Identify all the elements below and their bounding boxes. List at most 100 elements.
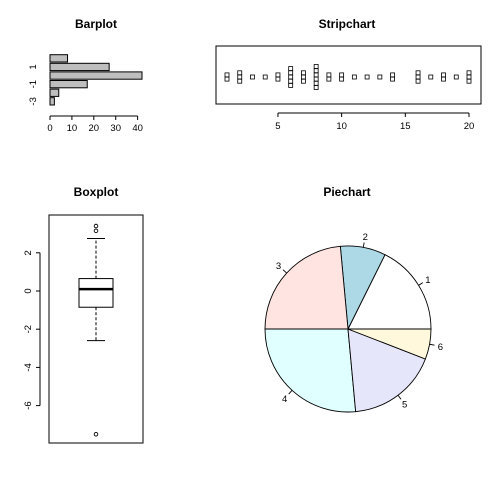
- pie-slice-3: [264, 245, 349, 330]
- strip-x-tick-label: 5: [275, 121, 280, 132]
- strip-point: [288, 70, 294, 76]
- strip-point: [313, 85, 319, 90]
- boxplot-title: Boxplot: [74, 185, 119, 199]
- strip-point: [339, 76, 345, 82]
- barplot-panel: Barplot 0 10 20 30 40 -3 -1 1: [28, 17, 143, 134]
- pie-leader-line: [282, 269, 287, 274]
- boxplot-outlier: [93, 228, 99, 234]
- pie-labels: 1 2 3 4 5 6: [276, 232, 443, 410]
- strip-point: [364, 74, 370, 80]
- boxplot-outlier: [93, 223, 99, 229]
- boxplot-y-tick-label: 0: [23, 288, 34, 293]
- pie-slice-5: [347, 328, 426, 413]
- boxplot-outlier: [93, 432, 99, 437]
- strip-point: [237, 70, 243, 76]
- barplot-y-axis: -3 -1 1: [28, 64, 39, 105]
- pie-leader-line: [397, 394, 402, 400]
- strip-point: [288, 83, 294, 88]
- barplot-y-tick-label: -1: [28, 80, 39, 88]
- boxplot-panel: Boxplot 2 0 -2 -4 -6: [23, 185, 144, 444]
- strip-point: [390, 76, 395, 82]
- boxplot-y-axis: 2 0 -2 -4 -6: [23, 250, 41, 410]
- barplot-x-tick-label: 30: [110, 123, 121, 134]
- strip-point: [313, 80, 319, 86]
- strip-point: [441, 72, 446, 78]
- boxplot-box: [78, 278, 114, 308]
- pie-leader-line: [429, 343, 435, 346]
- piechart-panel: Piechart 1 2 3 4 5 6: [264, 185, 443, 413]
- strip-point: [301, 70, 306, 76]
- barplot-x-axis: 0 10 20 30 40: [47, 115, 143, 134]
- strip-point: [390, 72, 395, 78]
- pie-slice-1: [347, 254, 432, 330]
- boxplot-y-tick-label: -4: [23, 363, 34, 371]
- strip-point: [301, 74, 306, 80]
- bar-1: [49, 62, 110, 72]
- strip-point: [339, 72, 345, 78]
- pie-slice-label: 2: [363, 232, 368, 243]
- pie-slice-4: [264, 328, 357, 413]
- strip-point: [326, 76, 332, 82]
- bar-0: [49, 71, 143, 80]
- strip-point: [313, 72, 319, 78]
- strip-point: [237, 78, 243, 84]
- bar--2: [49, 88, 60, 97]
- boxplot-y-tick-label: -2: [23, 325, 34, 333]
- strip-point: [326, 72, 332, 78]
- bar-2: [49, 54, 69, 63]
- strip-x-tick-label: 20: [464, 121, 475, 132]
- boxplot-body: [78, 223, 114, 437]
- pie-slice-label: 1: [425, 275, 430, 286]
- barplot-x-tick-label: 10: [67, 123, 78, 134]
- strip-point: [313, 68, 319, 74]
- strip-point: [288, 78, 294, 84]
- pie-slice-label: 3: [276, 261, 281, 272]
- stripchart-points: [224, 64, 472, 90]
- stripchart-panel: Stripchart 5 10 15 20: [215, 17, 482, 132]
- strip-point: [301, 78, 306, 84]
- strip-point: [466, 74, 472, 80]
- strip-point: [262, 74, 268, 80]
- strip-point: [428, 74, 434, 80]
- boxplot-y-tick-label: 2: [23, 250, 34, 255]
- strip-point: [415, 74, 421, 80]
- strip-point: [224, 72, 230, 78]
- strip-point: [415, 78, 421, 84]
- barplot-x-tick-label: 0: [47, 123, 52, 134]
- barplot-title: Barplot: [75, 17, 117, 31]
- strip-point: [237, 74, 243, 80]
- strip-point: [351, 74, 357, 80]
- boxplot-y-tick-label: -6: [23, 401, 34, 409]
- barplot-x-tick-label: 40: [132, 123, 143, 134]
- strip-point: [275, 76, 281, 82]
- strip-point: [250, 74, 255, 80]
- strip-x-tick-label: 10: [336, 121, 347, 132]
- strip-point: [466, 70, 472, 76]
- barplot-y-tick-label: 1: [28, 64, 39, 69]
- boxplot-frame: [48, 214, 144, 444]
- barplot-y-tick-label: -3: [28, 97, 39, 105]
- bar--1: [49, 80, 88, 89]
- stripchart-title: Stripchart: [319, 17, 376, 31]
- piechart-title: Piechart: [323, 185, 370, 199]
- strip-point: [453, 74, 459, 80]
- strip-point: [313, 76, 319, 82]
- stripchart-x-axis: 5 10 15 20: [275, 112, 475, 132]
- barplot-bars: [49, 54, 143, 106]
- pie-leader-line: [418, 282, 424, 286]
- strip-point: [288, 74, 294, 80]
- strip-point: [377, 74, 383, 80]
- bar--3: [49, 97, 55, 106]
- pie-slices: [264, 245, 432, 413]
- pie-slice-6: [347, 328, 432, 360]
- pie-leader-line: [288, 390, 293, 395]
- pie-slice-label: 4: [282, 394, 287, 405]
- stripchart-frame: [215, 45, 482, 105]
- strip-point: [313, 64, 319, 69]
- strip-point: [224, 76, 230, 82]
- strip-point: [466, 78, 472, 84]
- strip-point: [415, 70, 421, 76]
- pie-slice-label: 6: [438, 342, 443, 353]
- strip-x-tick-label: 15: [400, 121, 411, 132]
